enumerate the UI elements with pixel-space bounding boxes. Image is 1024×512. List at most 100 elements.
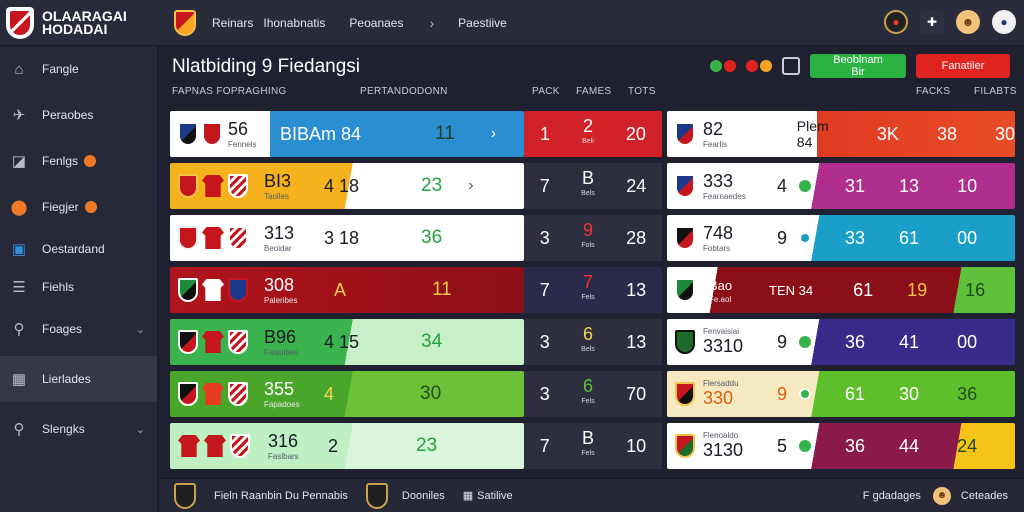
jersey-icon bbox=[202, 175, 224, 197]
row-value: 34 bbox=[421, 331, 443, 352]
footer-link-1[interactable]: Dooniles bbox=[401, 489, 445, 502]
pin-icon: ✈ bbox=[12, 107, 26, 124]
sidebar-item-foages[interactable]: ⚲ Foages ⌄ bbox=[0, 306, 157, 352]
table-row[interactable]: 82 Fearlis Plem 84 3K 38 30 bbox=[667, 111, 1015, 157]
nav-item-2[interactable]: Ihonabnatis bbox=[263, 15, 326, 30]
sidebar-item-label: Fiehls bbox=[42, 280, 75, 294]
footer-right-link-2[interactable]: Ceteades bbox=[960, 489, 1008, 502]
sidebar-item-peraobes[interactable]: ✈ Peraobes bbox=[0, 92, 157, 138]
nav-item-1[interactable]: Reinars bbox=[212, 15, 254, 30]
table-row[interactable]: 748 Fobtars 9 33 61 00 bbox=[667, 215, 1015, 261]
sidebar-item-fenlgs[interactable]: ◪ Fenlgs bbox=[0, 138, 157, 184]
stat-c: 70 bbox=[626, 383, 647, 404]
stat-b-sub: Beli bbox=[582, 138, 594, 145]
sidebar-item-label: Foages bbox=[42, 322, 83, 336]
footer-link-2[interactable]: Satilive bbox=[477, 489, 513, 502]
row-code-secondary: 2 bbox=[328, 435, 339, 456]
club-badge-icon[interactable]: ● bbox=[884, 10, 908, 34]
row-stats: 3 6 Fels 70 bbox=[524, 371, 662, 417]
row-code-secondary: 3 18 bbox=[324, 227, 360, 248]
table-icon[interactable] bbox=[782, 57, 800, 75]
status-dot-icon bbox=[799, 388, 812, 400]
sidebar-item-oestardand[interactable]: ▣ Oestardand bbox=[0, 230, 157, 268]
stat-c: 28 bbox=[626, 227, 647, 248]
sidebar-item-fiegjer[interactable]: ⬤ Fiegjer bbox=[0, 184, 157, 230]
user-icon[interactable]: ● bbox=[992, 10, 1016, 34]
row-stat-1: 61 bbox=[845, 383, 866, 404]
status-dot-icon bbox=[799, 440, 812, 452]
grid-icon: ▦ bbox=[462, 490, 474, 502]
table-row[interactable]: 316 Faslbars 2 23 bbox=[170, 423, 524, 469]
stat-b: B bbox=[581, 428, 594, 448]
notification-badge bbox=[84, 201, 97, 213]
chevron-down-icon: ⌄ bbox=[135, 423, 145, 436]
team-crest-icon bbox=[178, 174, 198, 198]
table-row[interactable]: 355 Fapadoes 4 30 bbox=[170, 371, 524, 417]
table-row[interactable]: 333 Fearnaedes 4 31 13 10 bbox=[667, 163, 1015, 209]
nav-item-3[interactable]: Peoanaes bbox=[349, 15, 404, 30]
row-code-secondary: 4 18 bbox=[324, 175, 360, 196]
team-crest-icon bbox=[675, 122, 695, 146]
table-row[interactable]: B96 Falsuibes 4 15 34 bbox=[170, 319, 524, 365]
row-sub: Falsuibes bbox=[264, 348, 299, 357]
row-sub: Fenvaisiai bbox=[703, 327, 740, 336]
club-crest-icon bbox=[174, 9, 196, 36]
jersey-icon bbox=[178, 435, 200, 457]
team-crest-icon bbox=[202, 122, 222, 146]
status-dot-icon bbox=[799, 336, 812, 348]
stat-a: 7 bbox=[539, 435, 550, 456]
row-value: 23 bbox=[421, 175, 443, 196]
sidebar-item-label: Slengks bbox=[42, 422, 85, 436]
table-row[interactable]: BI3 Taolles 4 18 23 › bbox=[170, 163, 524, 209]
table-row[interactable]: 313 Beoidar 3 18 36 bbox=[170, 215, 524, 261]
stat-a: 3 bbox=[539, 227, 550, 248]
row-code: 3130 bbox=[703, 440, 744, 460]
row-code: BI3 bbox=[264, 171, 292, 191]
row-stat-1: 3K bbox=[876, 123, 899, 144]
row-code-secondary: Plem 84 bbox=[796, 118, 829, 150]
row-value: 30 bbox=[420, 383, 442, 404]
team-crest-icon bbox=[675, 330, 695, 354]
sidebar-item-slengks[interactable]: ⚲ Slengks ⌄ bbox=[0, 406, 157, 452]
form-indicator-2 bbox=[746, 60, 772, 72]
col-header-team[interactable]: FAPNAS FOPRAGHING bbox=[172, 86, 287, 97]
primary-action-button[interactable]: Beoblnam Bir bbox=[810, 54, 906, 78]
nav-current[interactable]: Paestiive bbox=[458, 15, 507, 30]
sidebar-item-fiehls[interactable]: ☰ Fiehls bbox=[0, 268, 157, 306]
table-row[interactable]: Flenoaldo 3130 5 36 44 24 bbox=[667, 423, 1015, 469]
footer-left-link[interactable]: Fieln Raanbin Du Pennabis bbox=[214, 489, 348, 502]
top-right-tools: ● ✚ ☻ ● bbox=[884, 10, 1016, 34]
table-row[interactable]: 308 Paleribes A 11 bbox=[170, 267, 524, 313]
row-sub: Paleribes bbox=[264, 296, 298, 305]
sidebar-item-lierlades[interactable]: ▦ Lierlades bbox=[0, 356, 157, 402]
table-row[interactable]: 56 Fennels BIBAm 84 11 › bbox=[170, 111, 524, 157]
avatar-icon[interactable]: ☻ bbox=[932, 486, 951, 505]
footer-right-link-1[interactable]: F gdadages bbox=[862, 489, 921, 502]
col-header-fames[interactable]: FAMES bbox=[576, 86, 612, 97]
stat-a: 1 bbox=[540, 123, 551, 144]
table-row[interactable]: Fenvaisiai 3310 9 36 41 00 bbox=[667, 319, 1015, 365]
col-header-pack[interactable]: PACK bbox=[532, 86, 560, 97]
table-row[interactable]: Flersaddu 330 9 61 30 36 bbox=[667, 371, 1015, 417]
table-row[interactable]: Bao Fe.aol TEN 34 61 19 16 bbox=[667, 267, 1015, 313]
brand[interactable]: OLAARAGAI HODADAI bbox=[0, 6, 160, 39]
row-code-secondary: 9 bbox=[777, 331, 788, 352]
team-crest-icon bbox=[675, 434, 695, 458]
team-crest-icon bbox=[675, 226, 695, 250]
team-crest-icon bbox=[228, 174, 248, 198]
avatar-icon[interactable]: ☻ bbox=[956, 10, 980, 34]
row-stats: 3 6 Bels 13 bbox=[524, 319, 662, 365]
sidebar-item-fangle[interactable]: ⌂ Fangle bbox=[0, 46, 157, 92]
col-header-facks[interactable]: FACKS bbox=[916, 86, 951, 97]
filter-button[interactable]: Fanatiler bbox=[916, 54, 1010, 78]
team-crest-icon bbox=[178, 278, 198, 302]
col-header-tots[interactable]: TOTS bbox=[628, 86, 656, 97]
col-header-filabts[interactable]: FILABTS bbox=[974, 86, 1017, 97]
brand-line-2: HODADAI bbox=[42, 20, 108, 37]
jersey-icon bbox=[204, 435, 226, 457]
col-header-performance[interactable]: PERTANDODONN bbox=[360, 86, 448, 97]
chevron-right-icon: › bbox=[468, 177, 474, 194]
chart-icon: ▣ bbox=[11, 241, 27, 258]
chat-icon[interactable]: ✚ bbox=[920, 10, 944, 34]
row-sub: Flenoaldo bbox=[703, 431, 739, 440]
